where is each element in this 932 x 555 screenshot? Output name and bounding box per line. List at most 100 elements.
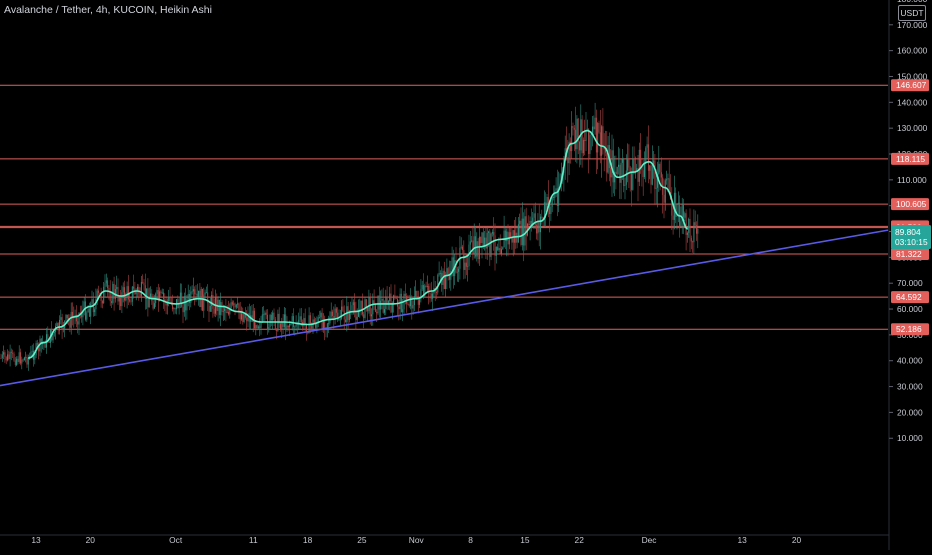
candle-body: [293, 316, 294, 327]
candle-body: [220, 302, 222, 315]
candle-body: [173, 308, 175, 310]
candle-body: [599, 132, 601, 156]
candle-body: [382, 298, 384, 313]
moving-average-line[interactable]: [28, 129, 689, 359]
level-price-label-bg: [891, 323, 929, 336]
candle-body: [428, 286, 430, 293]
candle-body: [22, 359, 24, 361]
candle-body: [107, 280, 109, 289]
level-price-label: 146.607: [896, 80, 927, 90]
candle-body: [87, 308, 89, 313]
candle-body: [659, 163, 661, 173]
candle-body: [192, 289, 194, 292]
candle-body: [4, 352, 6, 357]
candle-body: [117, 286, 119, 302]
candle-body: [182, 306, 184, 313]
price-axis[interactable]: [889, 0, 932, 550]
candle-body: [103, 286, 105, 304]
candle-body: [615, 171, 617, 175]
candle-body: [98, 290, 99, 293]
candle-body: [153, 303, 155, 309]
time-tick-label: Nov: [409, 535, 425, 545]
candle-body: [446, 268, 448, 277]
candle-body: [259, 326, 261, 328]
candle-body: [137, 286, 138, 291]
time-tick-label: Dec: [642, 535, 657, 545]
candle-body: [543, 202, 545, 220]
candle-body: [172, 302, 174, 310]
candle-body: [234, 303, 236, 308]
candle-body: [638, 149, 640, 182]
candle-body: [243, 314, 245, 322]
candle-body: [282, 322, 284, 327]
candle-body: [283, 314, 285, 327]
candle-body: [697, 228, 699, 234]
candle-body: [330, 311, 332, 317]
candle-body: [3, 352, 5, 355]
level-price-label: 52.186: [896, 324, 922, 334]
candle-body: [584, 139, 586, 142]
candle-body: [78, 312, 80, 325]
candle-body: [607, 145, 609, 173]
candle-body: [684, 213, 686, 218]
candle-body: [65, 314, 67, 321]
time-tick-label: Oct: [169, 535, 183, 545]
candle-body: [663, 194, 665, 203]
candle-body: [664, 180, 666, 203]
currency-button[interactable]: USDT: [898, 5, 926, 21]
candle-body: [404, 293, 406, 297]
candle-body: [361, 300, 363, 315]
bar-countdown-label: 03:10:15: [895, 237, 928, 247]
candle-body: [641, 166, 643, 171]
candle-body: [625, 170, 627, 185]
candle-body: [407, 303, 409, 305]
candle-body: [352, 302, 354, 306]
candle-body: [255, 325, 257, 329]
candle-body: [386, 296, 388, 305]
candle-body: [660, 172, 662, 178]
candle-body: [696, 225, 697, 234]
candle-body: [257, 326, 259, 329]
candle-body: [138, 286, 140, 294]
candle-body: [26, 356, 28, 365]
candle-body: [425, 285, 427, 287]
candle-body: [228, 311, 229, 315]
candle-body: [247, 313, 249, 322]
time-tick-label: 20: [792, 535, 802, 545]
candle-body: [290, 323, 292, 325]
candle-body: [113, 283, 115, 299]
candle-body: [300, 316, 302, 323]
candle-body: [471, 240, 473, 242]
candle-body: [333, 315, 335, 319]
candle-body: [307, 332, 309, 334]
candle-body: [42, 343, 44, 345]
candle-body: [564, 148, 566, 160]
candle-body: [650, 165, 652, 185]
price-tick-label: 70.000: [897, 278, 923, 288]
candle-body: [637, 168, 639, 182]
trendline[interactable]: [0, 229, 889, 387]
candle-body: [602, 126, 604, 147]
candle-body: [142, 281, 144, 283]
candle-body: [61, 317, 63, 330]
candle-body: [451, 257, 453, 271]
candle-body: [521, 218, 523, 246]
candle-body: [263, 314, 265, 316]
candle-body: [360, 300, 362, 309]
candle-body: [501, 249, 502, 254]
candle-body: [269, 314, 271, 327]
candle-body: [463, 250, 465, 270]
candle-body: [47, 334, 49, 342]
candle-body: [623, 158, 625, 186]
candle-body: [261, 314, 263, 322]
candle-body: [77, 321, 79, 325]
candle-body: [9, 351, 11, 359]
candle-body: [88, 308, 90, 317]
candle-body: [411, 297, 413, 309]
candle-body: [7, 354, 8, 361]
candle-body: [387, 301, 389, 305]
candle-body: [523, 218, 525, 246]
candle-body: [677, 202, 679, 205]
